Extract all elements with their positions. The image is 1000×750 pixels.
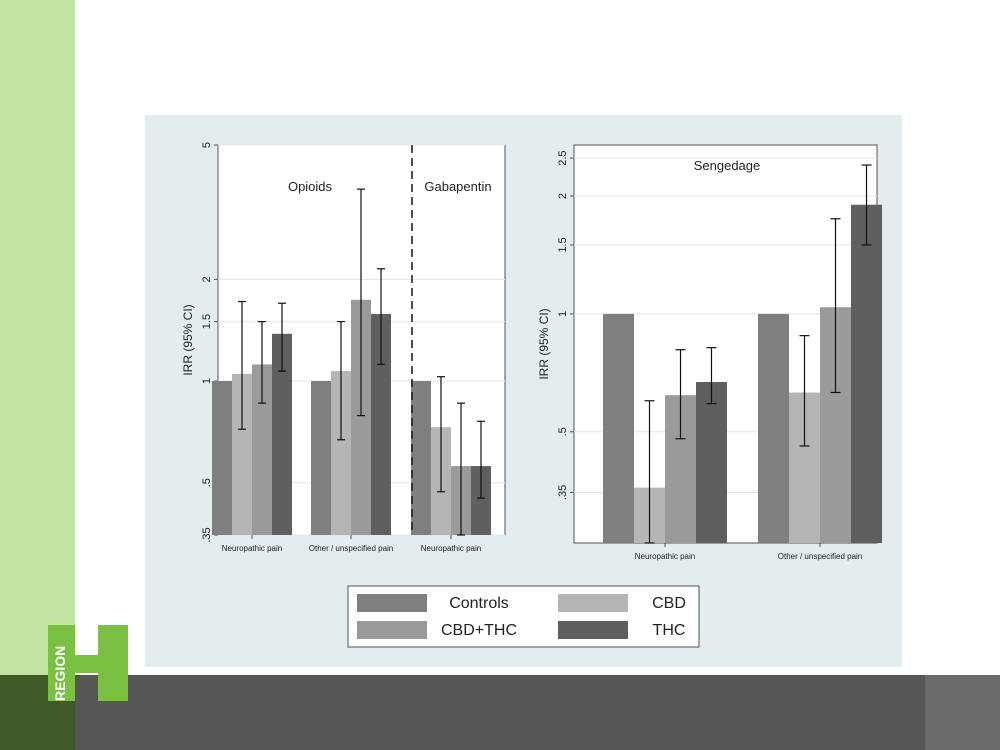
panel-label-gabapentin: Gabapentin	[424, 179, 491, 194]
bar	[603, 313, 634, 543]
y-tick-label: 5	[201, 142, 213, 148]
y-tick-label: 2	[201, 276, 213, 282]
legend-swatch	[558, 621, 628, 639]
footer-right-block	[925, 675, 1000, 750]
bar	[471, 466, 491, 535]
y-tick-label: .5	[201, 478, 213, 487]
bar	[411, 381, 431, 535]
y-axis-label: IRR (95% CI)	[181, 304, 195, 375]
bar	[311, 381, 331, 535]
panel-title-sengedage: Sengedage	[694, 158, 761, 173]
legend-swatch	[357, 621, 427, 639]
region-h-logo: REGION	[48, 625, 128, 701]
y-tick-label: 1.5	[557, 237, 569, 252]
y-tick-label: 1.5	[201, 314, 213, 329]
y-axis-label: IRR (95% CI)	[537, 308, 551, 379]
legend-label: THC	[653, 622, 686, 639]
bar	[696, 382, 727, 543]
logo-text: REGION	[52, 646, 68, 701]
x-tick-label: Neuropathic pain	[222, 544, 282, 553]
bar	[232, 373, 252, 535]
bar	[851, 204, 882, 543]
legend-label: Controls	[449, 595, 509, 612]
bar	[272, 333, 292, 535]
x-tick-label: Neuropathic pain	[421, 544, 481, 553]
legend-label: CBD+THC	[441, 622, 517, 639]
panel-label-opioids: Opioids	[288, 179, 333, 194]
y-tick-label: 2	[557, 193, 569, 199]
legend-swatch	[558, 594, 628, 612]
y-tick-label: 1	[201, 378, 213, 384]
y-tick-label: .35	[557, 485, 569, 500]
legend-label: CBD	[652, 595, 686, 612]
y-tick-label: 1	[557, 311, 569, 317]
bar	[252, 364, 272, 535]
footer-bar	[0, 675, 1000, 750]
sidebar-stripe	[0, 0, 75, 675]
x-tick-label: Other / unspecified pain	[309, 544, 394, 553]
bar	[351, 299, 371, 535]
legend-swatch	[357, 594, 427, 612]
y-tick-label: .5	[557, 427, 569, 436]
x-tick-label: Other / unspecified pain	[778, 552, 863, 561]
figure-panel: .35.5 1 1.5 2 5 IRR (95% CI) Neuropathic pain O…	[145, 115, 902, 667]
y-tick-label: .35	[201, 527, 213, 542]
bar	[331, 371, 351, 535]
x-tick-label: Neuropathic pain	[635, 552, 695, 561]
bar	[758, 313, 789, 543]
y-tick-label: 2.5	[557, 150, 569, 165]
bar	[212, 381, 232, 535]
bar	[371, 313, 391, 535]
